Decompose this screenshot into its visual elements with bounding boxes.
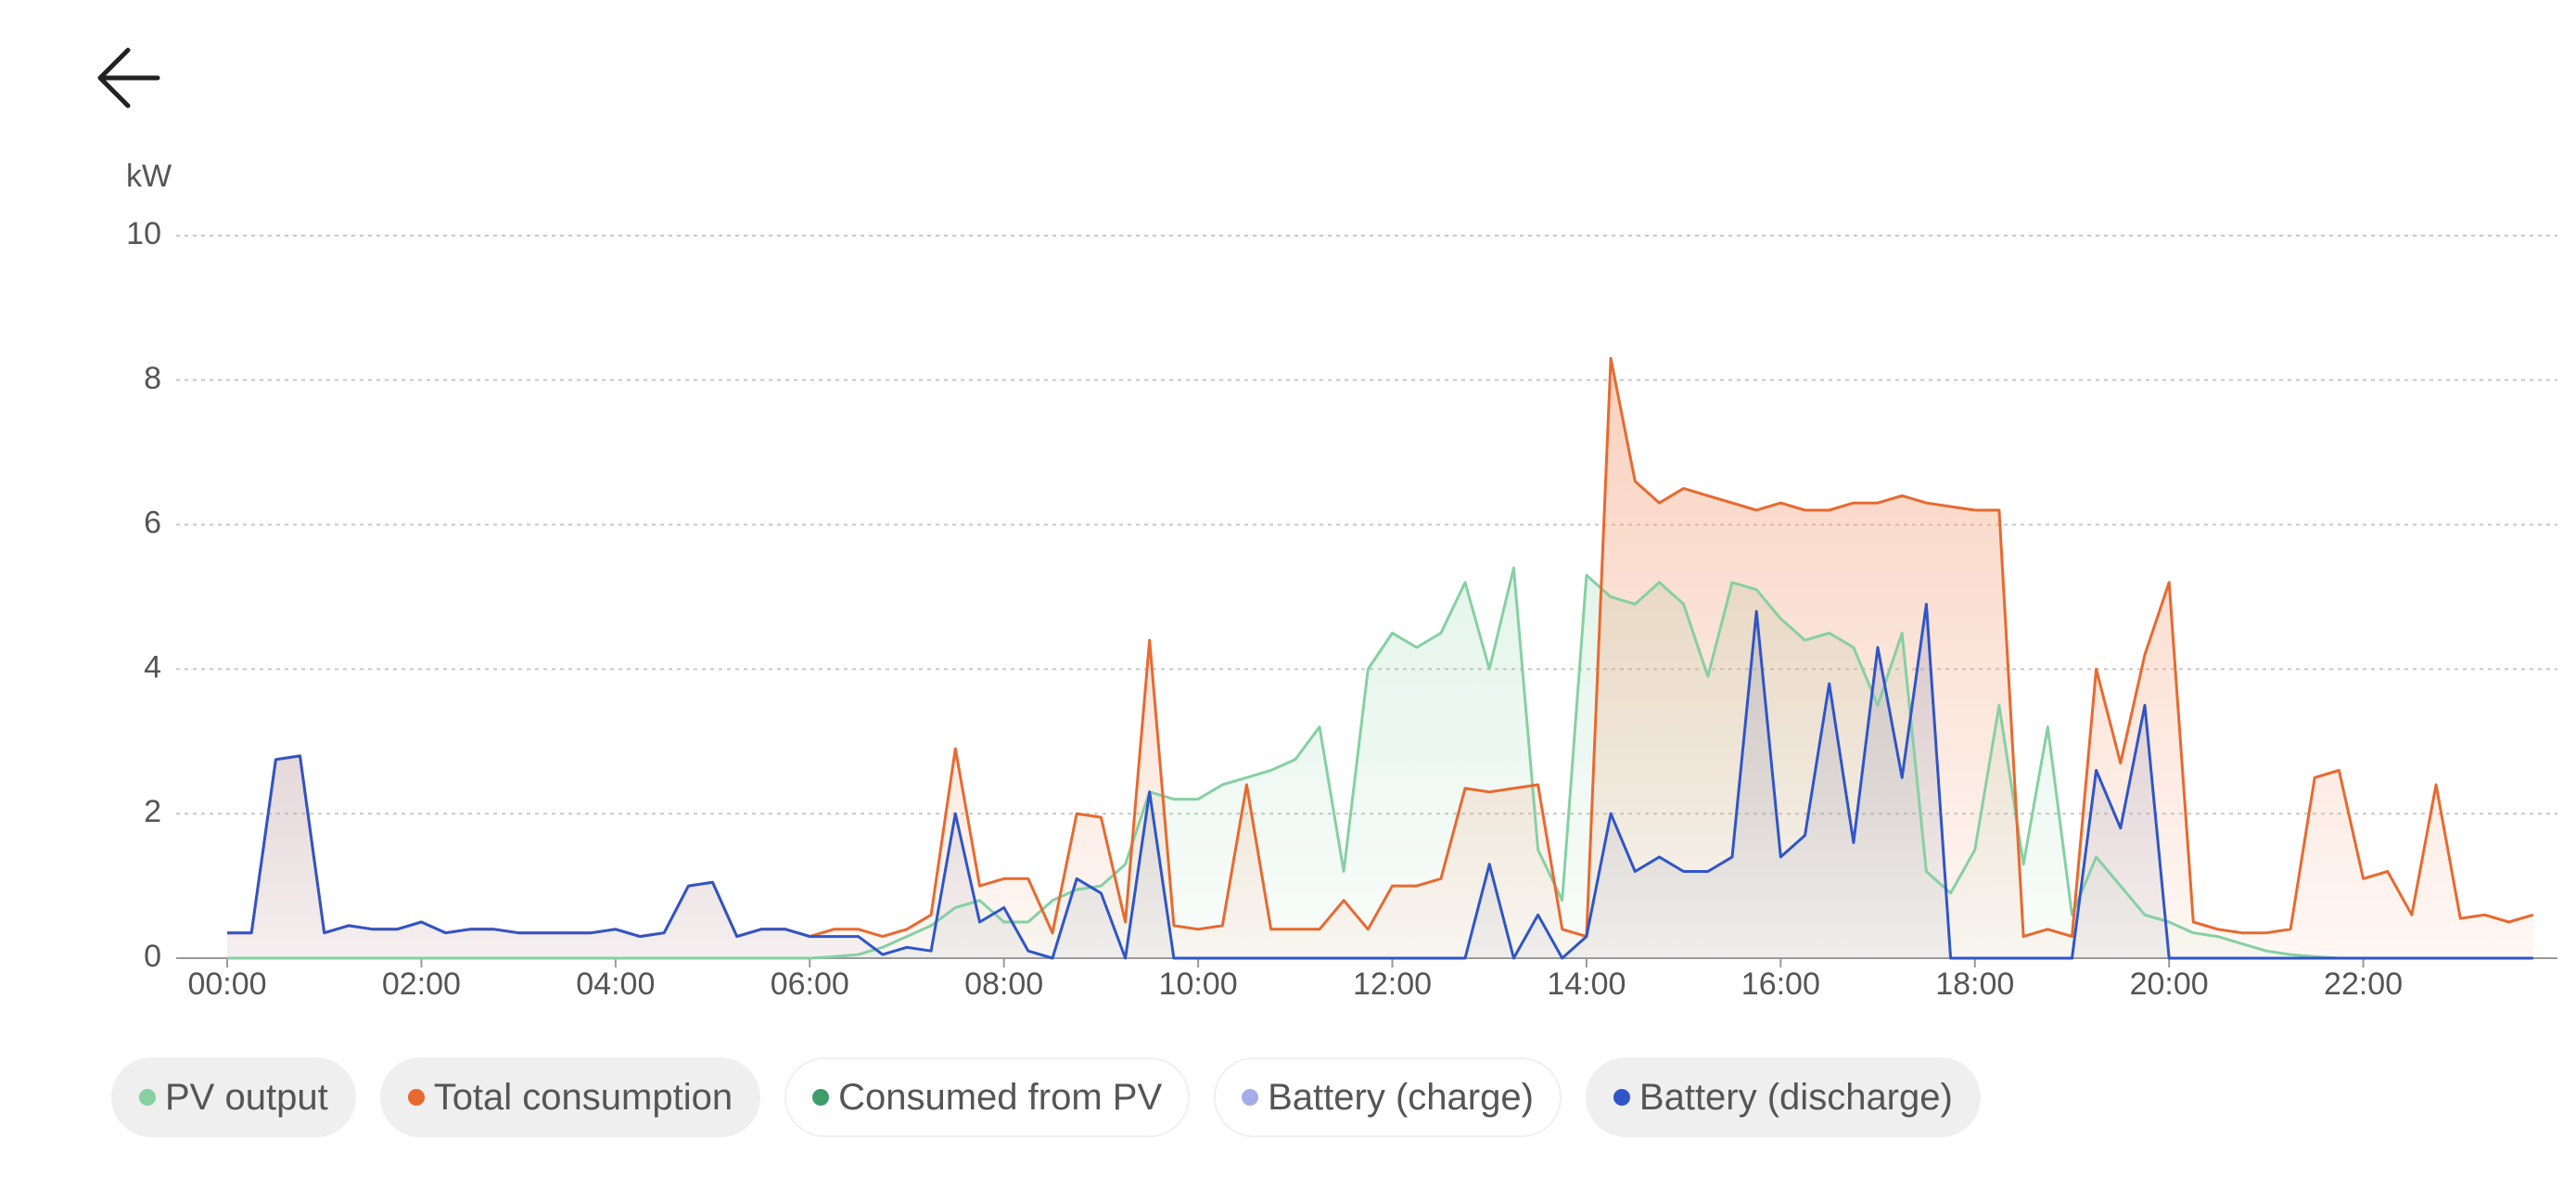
y-tick-label: 2 bbox=[144, 794, 161, 829]
legend-dot bbox=[1242, 1089, 1259, 1106]
y-tick-label: 4 bbox=[144, 649, 161, 685]
x-tick-label: 18:00 bbox=[1935, 967, 2014, 1002]
x-tick-label: 02:00 bbox=[382, 967, 461, 1002]
y-tick-label: 6 bbox=[144, 506, 161, 541]
legend-dot bbox=[812, 1089, 830, 1106]
legend-item[interactable]: Consumed from PV bbox=[784, 1057, 1191, 1137]
legend-dot bbox=[407, 1089, 425, 1106]
areas bbox=[227, 358, 2533, 958]
x-tick-label: 00:00 bbox=[187, 967, 266, 1002]
legend-label: Consumed from PV bbox=[838, 1076, 1163, 1118]
y-axis-unit: kW bbox=[126, 159, 172, 194]
y-tick-label: 8 bbox=[144, 361, 161, 396]
legend-item[interactable]: Battery (charge) bbox=[1214, 1057, 1562, 1137]
legend-dot bbox=[1613, 1089, 1630, 1106]
legend-item[interactable]: PV output bbox=[111, 1057, 356, 1137]
y-tick-label: 0 bbox=[144, 939, 161, 974]
x-tick-label: 04:00 bbox=[576, 967, 655, 1002]
legend-label: Battery (discharge) bbox=[1639, 1076, 1953, 1118]
x-tick-label: 20:00 bbox=[2130, 967, 2209, 1002]
x-tick-label: 12:00 bbox=[1353, 967, 1432, 1002]
lines bbox=[227, 356, 2534, 960]
legend: PV output Total consumption Consumed from … bbox=[111, 1057, 1981, 1137]
series-line bbox=[227, 602, 2533, 960]
series-line bbox=[227, 566, 2533, 960]
legend-label: Battery (charge) bbox=[1268, 1076, 1534, 1118]
x-tick-label: 10:00 bbox=[1159, 967, 1238, 1002]
legend-item[interactable]: Battery (discharge) bbox=[1585, 1057, 1981, 1137]
series-area bbox=[227, 568, 2533, 958]
legend-dot bbox=[139, 1089, 156, 1106]
back-button[interactable] bbox=[97, 47, 160, 109]
x-tick-label: 14:00 bbox=[1547, 967, 1626, 1002]
legend-label: PV output bbox=[165, 1076, 328, 1118]
x-tick-label: 16:00 bbox=[1741, 967, 1820, 1002]
x-tick-label: 22:00 bbox=[2324, 967, 2403, 1002]
legend-label: Total consumption bbox=[433, 1076, 733, 1118]
x-tick-label: 06:00 bbox=[771, 967, 849, 1002]
legend-item[interactable]: Total consumption bbox=[379, 1057, 761, 1137]
back-arrow[interactable] bbox=[97, 47, 160, 109]
x-tick-label: 08:00 bbox=[964, 967, 1043, 1002]
y-tick-label: 10 bbox=[126, 216, 161, 251]
